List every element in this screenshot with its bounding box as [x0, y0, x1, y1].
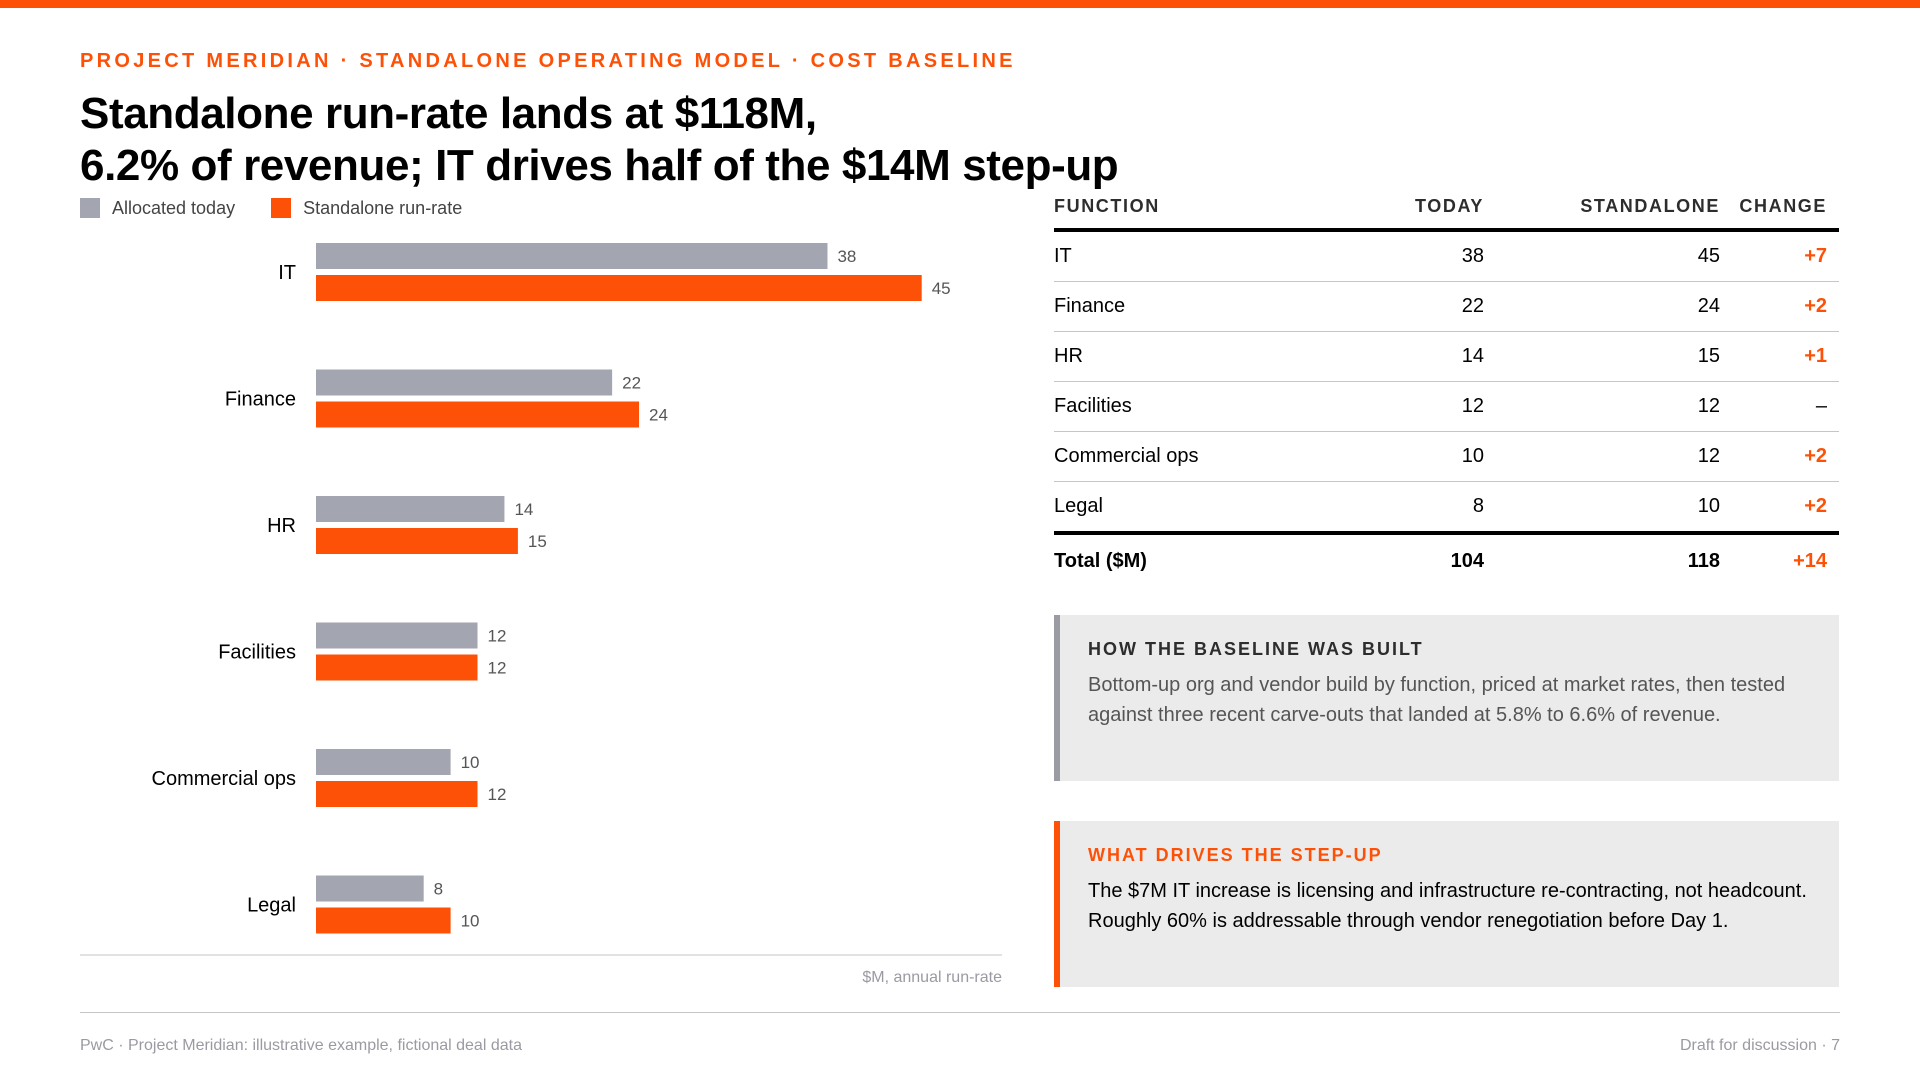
- category-label: HR: [267, 515, 296, 537]
- data-label: 22: [622, 374, 641, 393]
- callout-accent-bar: [1054, 821, 1060, 987]
- data-label: 12: [488, 659, 507, 678]
- bar-standalone: [316, 907, 451, 934]
- row-today: 12: [1461, 395, 1484, 417]
- axis-note: $M, annual run-rate: [862, 969, 1002, 986]
- bar-standalone: [316, 401, 640, 428]
- row-standalone: 12: [1697, 445, 1720, 467]
- baseline-callout: HOW THE BASELINE WAS BUILT Bottom-up org…: [1054, 615, 1839, 781]
- title-line-2: 6.2% of revenue; IT drives half of the $…: [80, 141, 1119, 190]
- row-change: –: [1815, 395, 1827, 417]
- legend-swatch-allocated: [80, 198, 100, 218]
- page-title: Standalone run-rate lands at $118M, 6.2%…: [80, 88, 1180, 192]
- table-row: Finance 22 24 +2: [1054, 282, 1839, 332]
- bar-allocated: [316, 496, 505, 522]
- stepup-body: The $7M IT increase is licensing and inf…: [1088, 880, 1807, 932]
- bar-standalone: [316, 781, 478, 807]
- bar-allocated: [316, 622, 478, 649]
- footer-source: PwC · Project Meridian: illustrative exa…: [80, 1037, 522, 1054]
- row-function: Legal: [1054, 495, 1103, 517]
- category-label: IT: [278, 262, 296, 284]
- bar-allocated: [316, 243, 828, 269]
- table-row: Commercial ops 10 12 +2: [1054, 432, 1839, 482]
- category-label: Legal: [247, 895, 296, 917]
- baseline-heading: HOW THE BASELINE WAS BUILT: [1088, 639, 1424, 659]
- row-function: Facilities: [1054, 395, 1132, 417]
- row-change: +2: [1804, 295, 1827, 317]
- total-standalone: 118: [1687, 549, 1720, 572]
- legend-item-allocated: Allocated today: [80, 198, 235, 219]
- data-label: 38: [837, 247, 856, 266]
- row-change: +1: [1804, 345, 1827, 367]
- data-label: 45: [932, 279, 951, 298]
- category-label: Finance: [225, 389, 296, 411]
- legend-swatch-standalone: [271, 198, 292, 218]
- data-label: 10: [461, 912, 480, 931]
- table-row: Facilities 12 12 –: [1054, 382, 1839, 432]
- row-standalone: 15: [1697, 345, 1720, 367]
- legend-label-standalone: Standalone run-rate: [303, 197, 463, 218]
- total-function: Total ($M): [1054, 549, 1147, 572]
- bar-chart: IT 38 45 Finance 22 24 HR 14 15 Facilities 12 12 Com…: [80, 243, 1002, 956]
- bar-allocated: [316, 749, 451, 775]
- legend-label-allocated: Allocated today: [112, 197, 236, 218]
- header-function: FUNCTION: [1054, 195, 1160, 216]
- stepup-callout: WHAT DRIVES THE STEP-UP The $7M IT incre…: [1054, 821, 1839, 987]
- data-label: 14: [514, 500, 533, 519]
- data-label: 24: [649, 406, 668, 425]
- row-today: 38: [1461, 245, 1484, 267]
- bar-standalone: [316, 654, 478, 681]
- data-label: 10: [461, 753, 480, 772]
- row-standalone: 10: [1697, 495, 1720, 517]
- chart-legend: Allocated today Standalone run-rate: [80, 196, 498, 220]
- bar-standalone: [316, 528, 518, 554]
- footer-divider: [80, 1012, 1840, 1013]
- row-function: IT: [1054, 245, 1072, 267]
- table-header: FUNCTION TODAY STANDALONE CHANGE: [1054, 184, 1839, 232]
- category-label: Commercial ops: [152, 768, 296, 790]
- data-label: 12: [488, 627, 507, 646]
- title-line-1: Standalone run-rate lands at $118M,: [80, 89, 817, 138]
- table-row: Legal 8 10 +2: [1054, 482, 1839, 535]
- data-label: 15: [528, 532, 547, 551]
- row-function: HR: [1054, 345, 1083, 367]
- data-label: 8: [434, 880, 443, 899]
- data-label: 12: [488, 785, 507, 804]
- footer-page: Draft for discussion · 7: [1679, 1037, 1840, 1054]
- header-standalone: STANDALONE: [1580, 195, 1720, 216]
- table-row: HR 14 15 +1: [1054, 332, 1839, 382]
- row-standalone: 45: [1697, 245, 1720, 267]
- legend-item-standalone: Standalone run-rate: [271, 198, 462, 219]
- row-today: 14: [1461, 345, 1484, 367]
- table-total-row: Total ($M) 104 118 +14: [1054, 535, 1839, 587]
- table-row: IT 38 45 +7: [1054, 232, 1839, 282]
- cost-table: FUNCTION TODAY STANDALONE CHANGE IT 38 45 +…: [1054, 184, 1839, 587]
- bar-standalone: [316, 275, 922, 301]
- total-change: +14: [1793, 549, 1827, 572]
- total-today: 104: [1450, 549, 1484, 572]
- row-function: Finance: [1054, 295, 1126, 317]
- bar-allocated: [316, 369, 613, 396]
- bar-allocated: [316, 875, 424, 902]
- header-today: TODAY: [1414, 195, 1484, 216]
- eyebrow-label: PROJECT MERIDIAN · STANDALONE OPERATING …: [80, 50, 1016, 72]
- baseline-body: Bottom-up org and vendor build by functi…: [1088, 674, 1786, 726]
- category-label: Facilities: [218, 642, 296, 664]
- stepup-heading: WHAT DRIVES THE STEP-UP: [1088, 845, 1383, 865]
- row-today: 8: [1472, 495, 1484, 517]
- row-standalone: 24: [1697, 295, 1720, 317]
- row-change: +7: [1804, 245, 1827, 267]
- row-change: +2: [1804, 495, 1827, 517]
- table-body: IT 38 45 +7 Finance 22 24 +2 HR 14 15 +1 Facilities 1…: [1054, 232, 1839, 535]
- header-change: CHANGE: [1739, 195, 1827, 216]
- row-change: +2: [1804, 445, 1827, 467]
- top-accent-bar: [0, 0, 1920, 8]
- callout-accent-bar: [1054, 615, 1060, 781]
- row-function: Commercial ops: [1054, 445, 1199, 467]
- row-standalone: 12: [1697, 395, 1720, 417]
- row-today: 10: [1461, 445, 1484, 467]
- row-today: 22: [1461, 295, 1484, 317]
